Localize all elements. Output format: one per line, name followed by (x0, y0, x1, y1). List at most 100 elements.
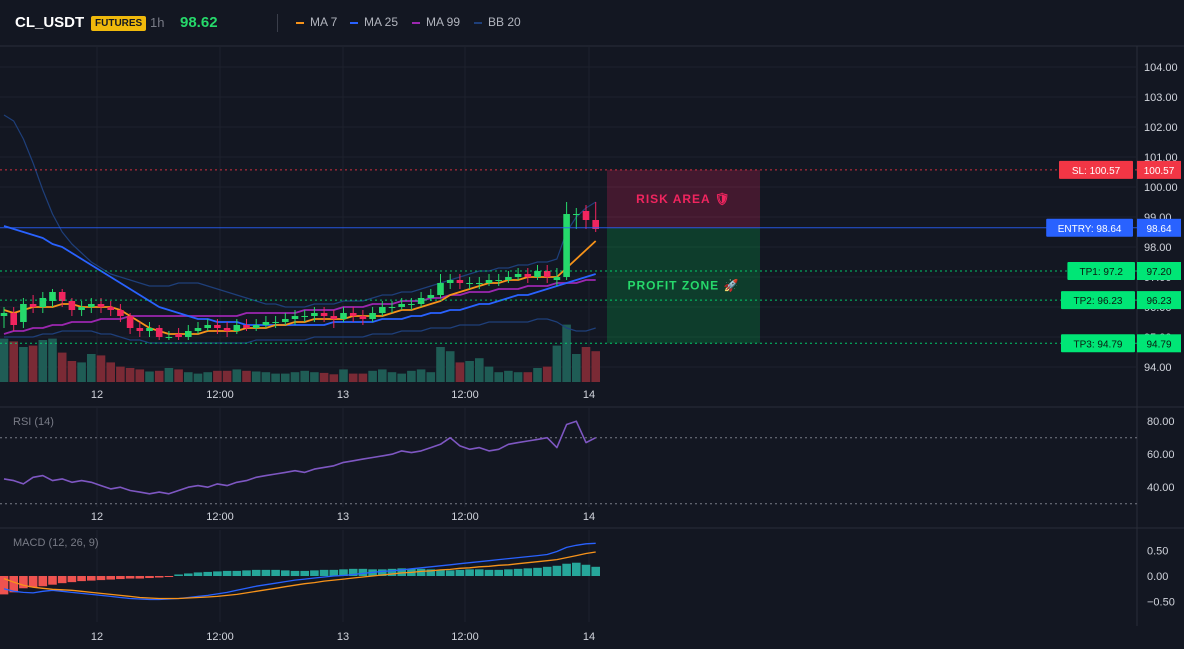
candle-body[interactable] (204, 325, 211, 328)
candle-body[interactable] (29, 304, 37, 307)
time-tick-label: 13 (337, 389, 349, 401)
volume-bar (28, 345, 38, 382)
candle-body[interactable] (0, 313, 8, 316)
candle-body[interactable] (330, 316, 338, 319)
macd-histogram-bar (475, 569, 484, 576)
candle-body[interactable] (408, 304, 415, 305)
candle-body[interactable] (553, 277, 561, 280)
candle-body[interactable] (146, 328, 153, 331)
macd-histogram-bar (465, 569, 474, 576)
candle-body[interactable] (68, 301, 76, 310)
risk-area-zone[interactable] (607, 169, 760, 228)
legend-ma7[interactable]: MA 7 (296, 15, 337, 29)
candle-body[interactable] (155, 328, 163, 337)
candle-body[interactable] (194, 328, 202, 331)
candle-body[interactable] (466, 283, 473, 284)
candle-body[interactable] (291, 316, 299, 319)
candle-body[interactable] (39, 298, 47, 307)
candle-body[interactable] (126, 316, 134, 328)
tp2-level-label-bg[interactable] (1061, 291, 1135, 310)
macd-histogram-bar (484, 569, 494, 576)
candle-body[interactable] (223, 328, 231, 331)
macd-histogram-bar (348, 568, 358, 576)
candle-body[interactable] (272, 322, 279, 323)
candle-body[interactable] (243, 325, 250, 328)
candle-body[interactable] (340, 313, 347, 319)
macd-histogram-bar (581, 564, 591, 576)
candle-body[interactable] (175, 334, 182, 337)
candle-body[interactable] (573, 214, 580, 215)
time-tick-label: 12 (91, 511, 103, 523)
price-tick-label: 103.00 (1144, 92, 1178, 104)
candle-body[interactable] (495, 280, 502, 281)
volume-bar (407, 370, 416, 382)
candle-body[interactable] (359, 316, 367, 319)
candle-body[interactable] (398, 304, 405, 307)
candle-body[interactable] (505, 277, 512, 280)
volume-bar (67, 361, 77, 382)
candle-body[interactable] (582, 211, 590, 220)
candle-body[interactable] (185, 331, 192, 337)
profit-zone[interactable] (607, 227, 760, 344)
candle-body[interactable] (369, 313, 376, 319)
rsi-title: RSI (14) (13, 416, 54, 428)
macd-histogram-bar (87, 576, 96, 581)
candle-body[interactable] (446, 280, 454, 283)
candle-body[interactable] (20, 304, 27, 322)
candle-body[interactable] (136, 328, 144, 331)
candle-body[interactable] (320, 313, 328, 316)
volume-bar (329, 374, 339, 382)
symbol-name[interactable]: CL_USDT (15, 14, 85, 31)
candle-body[interactable] (534, 271, 541, 277)
entry-level-label-bg[interactable] (1046, 218, 1133, 237)
macd-title: MACD (12, 26, 9) (13, 537, 99, 549)
macd-tick-label: −0.50 (1147, 597, 1175, 609)
macd-histogram-bar (184, 573, 193, 576)
candle-body[interactable] (262, 322, 270, 325)
macd-tick-label: 0.50 (1147, 545, 1168, 557)
candle-body[interactable] (456, 280, 464, 283)
tp1-level-label-bg[interactable] (1067, 262, 1135, 280)
candle-body[interactable] (417, 298, 425, 304)
candle-body[interactable] (476, 283, 483, 284)
candle-body[interactable] (379, 307, 386, 313)
candle-body[interactable] (301, 316, 308, 317)
candle-body[interactable] (485, 280, 493, 283)
candle-body[interactable] (107, 307, 114, 310)
candle-body[interactable] (427, 295, 435, 298)
timeframe-label[interactable]: 1h (150, 15, 165, 30)
candle-body[interactable] (349, 313, 357, 316)
candle-body[interactable] (514, 274, 522, 277)
candle-body[interactable] (437, 283, 444, 295)
legend-bb20[interactable]: BB 20 (474, 15, 521, 29)
legend-ma25[interactable]: MA 25 (350, 15, 398, 29)
candle-body[interactable] (49, 292, 56, 301)
candle-body[interactable] (78, 307, 85, 310)
candle-body[interactable] (58, 292, 66, 301)
candle-body[interactable] (117, 310, 124, 316)
candle-body[interactable] (252, 325, 260, 328)
candle-body[interactable] (97, 304, 105, 307)
volume-bar (572, 354, 581, 382)
sl-level-label-bg[interactable] (1059, 160, 1133, 179)
legend-ma99[interactable]: MA 99 (412, 15, 460, 29)
candle-body[interactable] (592, 220, 599, 229)
candle-body[interactable] (282, 319, 289, 322)
candle-body[interactable] (543, 271, 551, 277)
volume-bar (203, 372, 212, 382)
candle-body[interactable] (10, 313, 17, 325)
candle-body[interactable] (524, 274, 532, 277)
candle-body[interactable] (165, 337, 173, 338)
candle-body[interactable] (311, 313, 318, 316)
candle-body[interactable] (214, 325, 221, 328)
candle-body[interactable] (88, 304, 95, 307)
tp3-level-label-bg[interactable] (1061, 334, 1135, 353)
volume-bar (96, 355, 106, 382)
sl-price-tag: 100.57 (1144, 166, 1175, 177)
tp1-price-tag-bg (1137, 262, 1181, 280)
candle-body[interactable] (563, 214, 570, 277)
macd-histogram-bar (203, 571, 212, 576)
candle-body[interactable] (233, 325, 241, 331)
candle-body[interactable] (388, 307, 396, 308)
